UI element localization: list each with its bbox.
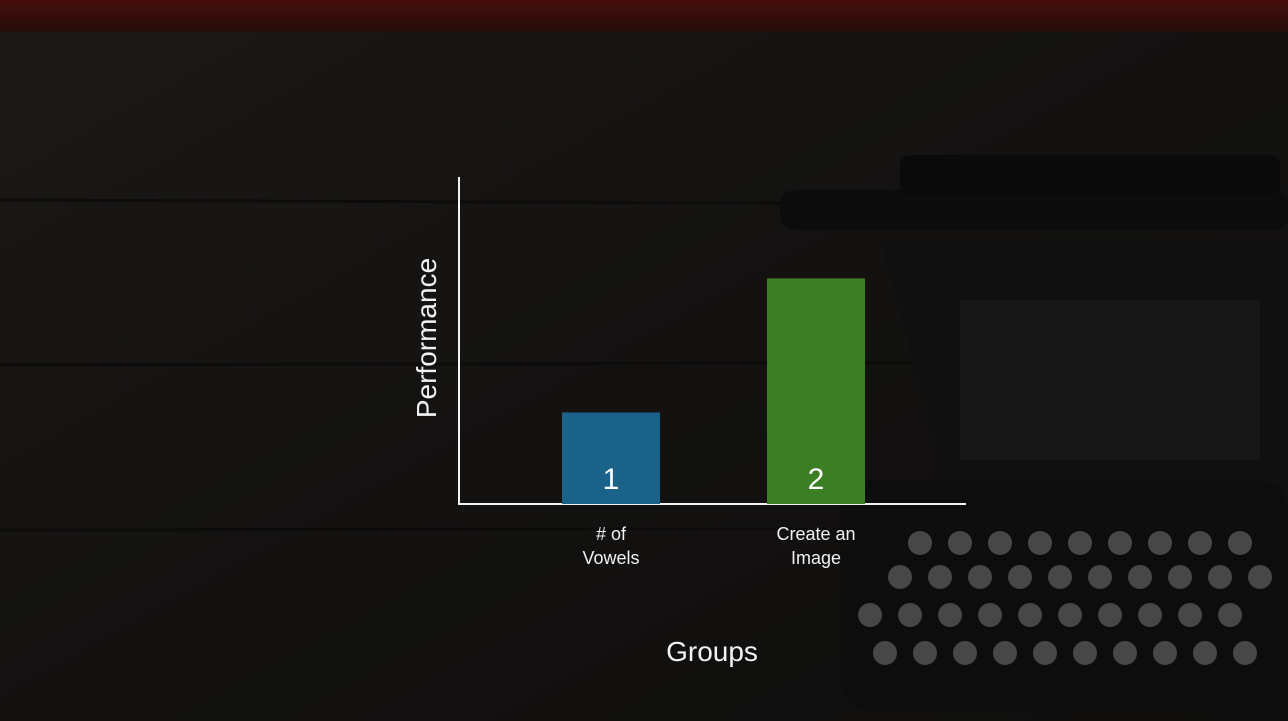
x-axis-title: Groups bbox=[666, 636, 758, 667]
bar-label: 1 bbox=[603, 463, 620, 496]
top-band bbox=[0, 0, 1288, 32]
y-axis-title: Performance bbox=[411, 257, 442, 419]
bar-label: 2 bbox=[808, 463, 825, 496]
x-tick-label: Create an Image bbox=[776, 524, 856, 568]
x-tick-label: # of Vowels bbox=[582, 524, 640, 568]
bar bbox=[767, 278, 865, 504]
bar bbox=[562, 412, 660, 504]
typewriter bbox=[780, 155, 1288, 710]
